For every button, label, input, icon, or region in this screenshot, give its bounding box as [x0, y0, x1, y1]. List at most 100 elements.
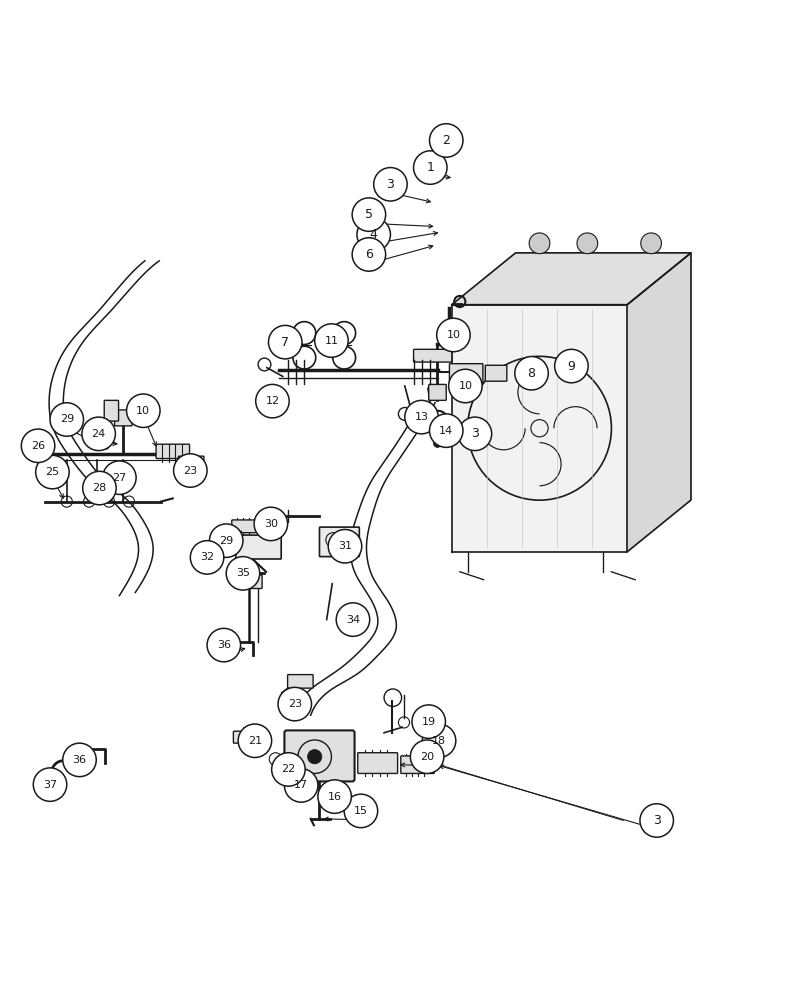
Text: 21: 21 [248, 736, 262, 746]
Text: 17: 17 [294, 780, 308, 790]
FancyBboxPatch shape [104, 400, 118, 421]
FancyBboxPatch shape [232, 520, 256, 533]
Circle shape [34, 768, 66, 801]
Circle shape [437, 318, 470, 352]
FancyBboxPatch shape [234, 731, 255, 743]
FancyBboxPatch shape [178, 456, 204, 469]
Circle shape [238, 724, 272, 758]
FancyBboxPatch shape [236, 535, 282, 559]
Circle shape [357, 218, 390, 251]
FancyBboxPatch shape [285, 730, 354, 781]
Text: 28: 28 [92, 483, 106, 493]
Text: 8: 8 [527, 367, 535, 380]
Text: 36: 36 [217, 640, 231, 650]
Text: 32: 32 [200, 552, 214, 562]
Circle shape [278, 687, 311, 721]
FancyBboxPatch shape [401, 756, 434, 773]
Text: 34: 34 [346, 615, 360, 625]
Text: 29: 29 [219, 536, 234, 546]
Circle shape [174, 454, 207, 487]
Circle shape [272, 753, 305, 786]
Circle shape [210, 524, 243, 557]
Text: 24: 24 [91, 429, 106, 439]
Text: 14: 14 [439, 426, 454, 436]
Circle shape [515, 357, 548, 390]
Text: 20: 20 [420, 752, 434, 762]
Circle shape [346, 539, 352, 545]
Circle shape [449, 369, 482, 403]
Text: 3: 3 [653, 814, 661, 827]
Circle shape [352, 198, 386, 231]
Polygon shape [627, 253, 691, 552]
Circle shape [344, 794, 378, 828]
Text: 22: 22 [282, 764, 295, 774]
Text: 13: 13 [414, 412, 429, 422]
Text: 2: 2 [442, 134, 450, 147]
Circle shape [374, 168, 407, 201]
Circle shape [529, 233, 550, 254]
Circle shape [307, 750, 322, 764]
Text: 1: 1 [426, 161, 434, 174]
Text: 6: 6 [365, 248, 373, 261]
Circle shape [422, 724, 456, 758]
Text: 37: 37 [43, 780, 57, 790]
FancyBboxPatch shape [237, 575, 262, 588]
FancyBboxPatch shape [429, 384, 446, 400]
Text: 27: 27 [112, 473, 126, 483]
Text: 31: 31 [338, 541, 352, 551]
Circle shape [190, 541, 224, 574]
Circle shape [434, 439, 442, 447]
Circle shape [207, 628, 241, 662]
FancyBboxPatch shape [156, 444, 190, 459]
Text: 15: 15 [354, 806, 368, 816]
Text: 7: 7 [282, 336, 290, 349]
Text: 30: 30 [264, 519, 278, 529]
Text: 10: 10 [136, 406, 150, 416]
FancyBboxPatch shape [486, 365, 507, 381]
Circle shape [36, 455, 69, 489]
Text: 12: 12 [266, 396, 279, 406]
Circle shape [318, 780, 351, 813]
FancyBboxPatch shape [450, 364, 483, 383]
Circle shape [336, 603, 370, 636]
Text: 16: 16 [328, 792, 342, 802]
Circle shape [640, 804, 674, 837]
Circle shape [269, 325, 302, 359]
Circle shape [50, 403, 83, 436]
Text: 11: 11 [325, 336, 338, 346]
Circle shape [22, 429, 55, 463]
Circle shape [346, 530, 352, 537]
Text: 19: 19 [422, 717, 436, 727]
Text: 23: 23 [288, 699, 302, 709]
Text: 26: 26 [31, 441, 45, 451]
Polygon shape [452, 305, 627, 552]
Circle shape [352, 238, 386, 271]
FancyBboxPatch shape [358, 753, 398, 773]
Text: 35: 35 [236, 568, 250, 578]
Circle shape [226, 557, 260, 590]
Text: 9: 9 [567, 360, 575, 373]
Text: 3: 3 [386, 178, 394, 191]
Circle shape [458, 417, 492, 451]
Circle shape [82, 471, 116, 505]
Text: 3: 3 [471, 427, 479, 440]
Text: 10: 10 [458, 381, 472, 391]
Circle shape [346, 549, 352, 555]
Circle shape [414, 151, 447, 184]
FancyBboxPatch shape [114, 410, 132, 426]
Circle shape [430, 124, 463, 157]
Circle shape [279, 761, 290, 773]
Text: 5: 5 [365, 208, 373, 221]
Text: 29: 29 [60, 414, 74, 424]
Text: 18: 18 [432, 736, 446, 746]
Text: 23: 23 [183, 466, 198, 476]
Circle shape [405, 400, 438, 434]
FancyBboxPatch shape [319, 527, 359, 557]
Circle shape [62, 743, 96, 777]
Circle shape [412, 705, 446, 738]
Text: 4: 4 [370, 228, 378, 241]
Text: 36: 36 [73, 755, 86, 765]
FancyBboxPatch shape [414, 349, 452, 362]
Circle shape [314, 324, 348, 357]
Text: 10: 10 [446, 330, 461, 340]
